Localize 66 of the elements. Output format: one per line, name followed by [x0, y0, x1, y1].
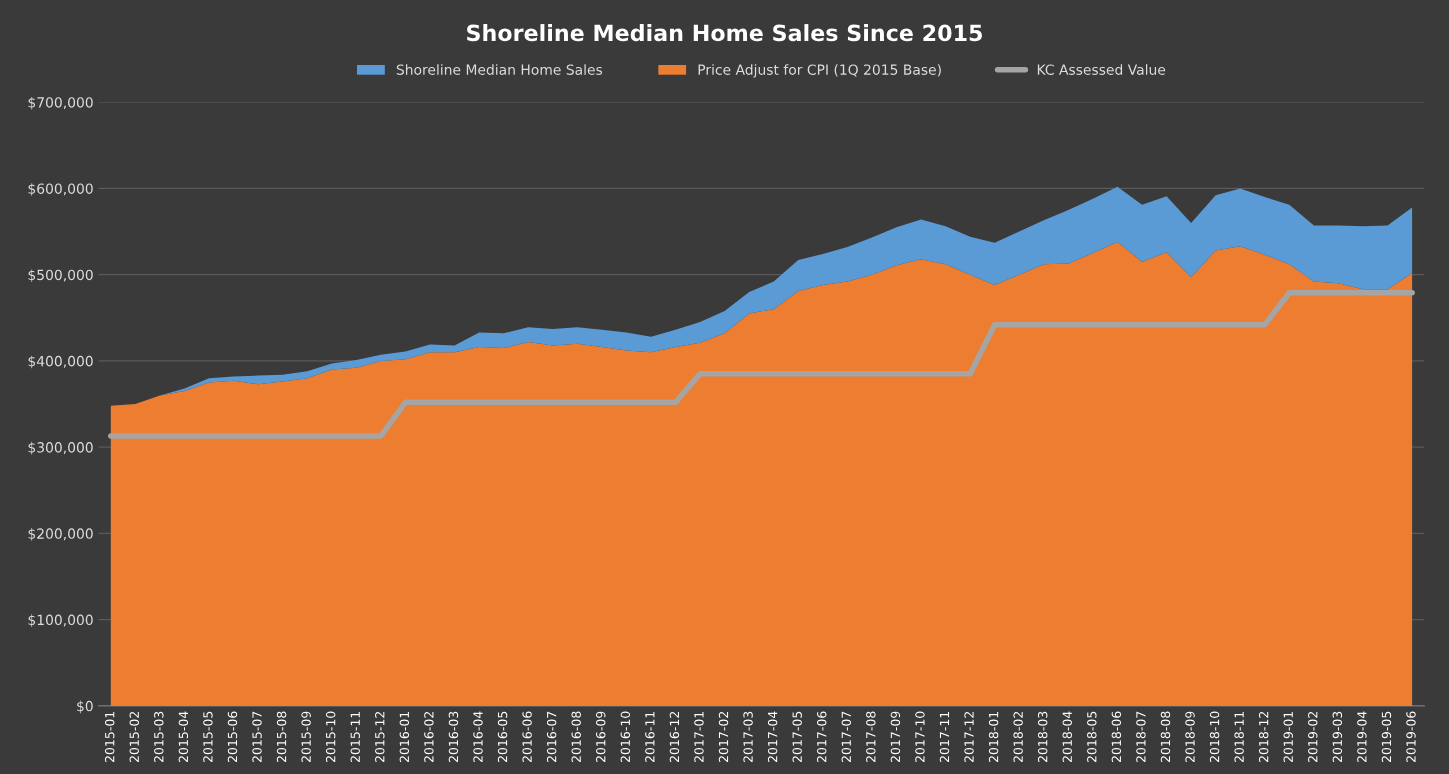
y-tick-label: $300,000: [28, 441, 93, 455]
legend-label: Price Adjust for CPI (1Q 2015 Base): [698, 64, 941, 78]
legend-label: Shoreline Median Home Sales: [396, 64, 603, 75]
x-tick-label: 2016-02: [424, 712, 434, 763]
x-tick-label: 2017-09: [890, 711, 901, 763]
x-tick-label: 2016-07: [546, 711, 557, 763]
y-tick-label: $600,000: [28, 183, 93, 196]
x-tick-label: 2017-04: [767, 711, 778, 763]
x-tick-label: 2016-06: [522, 711, 532, 763]
x-tick-label: 2018-02: [1013, 712, 1023, 763]
x-tick-label: 2016-04: [473, 711, 483, 763]
x-tick-label: 2018-10: [1209, 711, 1220, 763]
x-tick-label: 2015-10: [325, 711, 336, 763]
x-tick-label: 2018-09: [1185, 711, 1195, 763]
x-tick-label: 2015-02: [129, 712, 139, 763]
x-tick-label: 2015-06: [227, 711, 238, 763]
x-tick-label: 2018-01: [988, 711, 999, 763]
x-tick-label: 2017-12: [964, 712, 974, 763]
x-tick-label: 2018-07: [1136, 711, 1146, 763]
x-tick-label: 2019-04: [1357, 711, 1367, 763]
x-tick-label: 2018-12: [1258, 712, 1269, 763]
x-tick-label: 2017-02: [718, 712, 729, 763]
x-tick-label: 2017-10: [915, 711, 925, 763]
x-tick-label: 2016-01: [399, 711, 410, 763]
x-tick-label: 2015-03: [154, 711, 164, 763]
y-tick-label: $0: [77, 700, 93, 714]
x-tick-label: 2019-03: [1332, 711, 1343, 763]
x-tick-label: 2016-10: [620, 711, 631, 763]
x-tick-label: 2017-03: [743, 711, 753, 763]
x-tick-label: 2015-05: [203, 711, 213, 763]
x-tick-label: 2019-06: [1406, 711, 1416, 763]
y-tick-label: $100,000: [28, 614, 93, 627]
x-tick-label: 2015-01: [104, 711, 115, 763]
x-tick-label: 2016-03: [448, 711, 459, 763]
chart-title: Shoreline Median Home Sales Since 2015: [467, 24, 982, 42]
x-tick-label: 2018-04: [1062, 711, 1072, 763]
x-tick-label: 2018-05: [1087, 711, 1097, 763]
x-tick-label: 2017-01: [694, 711, 704, 763]
x-tick-label: 2018-08: [1160, 711, 1171, 763]
x-tick-label: 2016-05: [497, 711, 508, 763]
x-tick-label: 2016-12: [669, 712, 680, 763]
x-tick-label: 2015-11: [350, 711, 360, 763]
y-tick-label: $200,000: [28, 528, 93, 541]
x-tick-label: 2015-04: [178, 711, 189, 763]
x-tick-label: 2019-02: [1308, 712, 1318, 763]
x-tick-label: 2016-09: [596, 711, 606, 763]
legend-label: KC Assessed Value: [1037, 64, 1166, 75]
y-tick-label: $700,000: [28, 96, 93, 110]
x-tick-label: 2015-08: [276, 711, 287, 763]
x-tick-label: 2019-05: [1381, 711, 1392, 763]
y-tick-label: $500,000: [28, 269, 93, 282]
x-tick-label: 2015-07: [252, 711, 262, 763]
x-tick-label: 2017-07: [841, 711, 852, 763]
x-tick-label: 2017-05: [792, 711, 802, 763]
x-tick-label: 2018-11: [1234, 711, 1244, 763]
x-tick-label: 2017-11: [939, 711, 950, 763]
x-tick-label: 2015-12: [375, 712, 385, 763]
x-tick-label: 2018-03: [1037, 711, 1048, 763]
x-tick-label: 2015-09: [301, 711, 311, 763]
x-tick-label: 2018-06: [1111, 711, 1122, 763]
x-tick-label: 2016-11: [645, 711, 655, 763]
x-tick-label: 2016-08: [571, 711, 581, 763]
x-tick-label: 2017-08: [866, 711, 876, 763]
y-tick-label: $400,000: [28, 355, 93, 369]
x-tick-label: 2019-01: [1283, 711, 1293, 763]
x-tick-label: 2017-06: [817, 711, 827, 763]
